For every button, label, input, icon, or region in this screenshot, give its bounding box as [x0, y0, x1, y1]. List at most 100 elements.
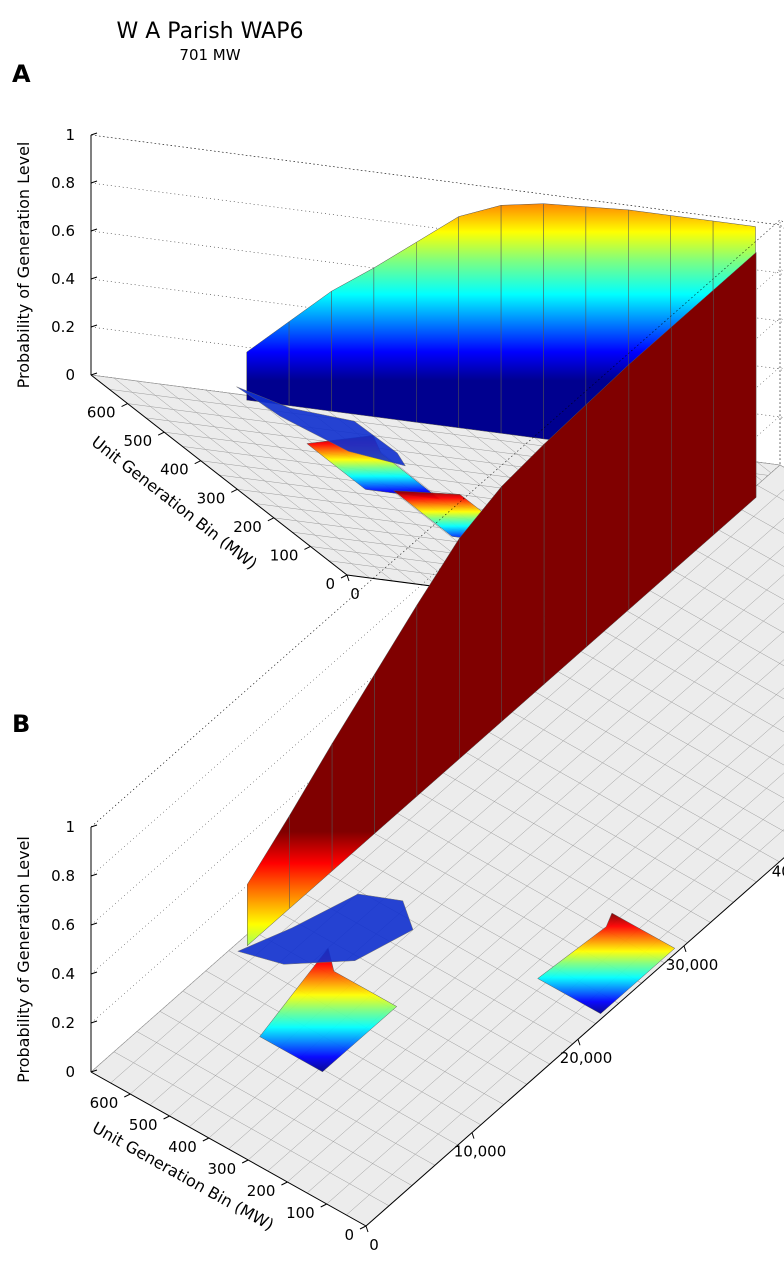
surface-patch — [237, 893, 414, 965]
x-tick-mark — [683, 945, 687, 953]
z-tick-mark — [90, 922, 98, 926]
ridge-segment-3 — [373, 241, 417, 423]
x-tick-label: 10,000 — [454, 1143, 507, 1161]
y-tick-label: 400 — [168, 1138, 197, 1156]
surface-texture — [236, 386, 406, 467]
ridge-segment-1 — [288, 290, 332, 412]
z-tick-label: 0.4 — [51, 270, 75, 288]
z-tick-mark — [90, 372, 98, 376]
floor-line-x — [665, 565, 784, 633]
x-tick-label: 0 — [350, 585, 360, 603]
floor-line-y — [149, 546, 784, 1106]
ridge-segment-9 — [628, 326, 672, 611]
axis-lines — [90, 827, 784, 1227]
z-axis-label: Probability of Generation Level — [14, 836, 33, 1083]
ridge-segment-0 — [246, 321, 290, 406]
floor-line-y — [326, 800, 784, 1205]
floor-line-y — [287, 744, 784, 1183]
z-tick-mark — [90, 1069, 98, 1073]
figure-title: W A Parish WAP6 — [117, 19, 304, 44]
z-tick-mark — [90, 824, 98, 828]
y-tick-mark — [320, 1203, 327, 1208]
y-tick-mark — [194, 460, 201, 465]
ridge-segment-4 — [416, 216, 459, 429]
y-tick-mark — [281, 1181, 288, 1186]
z-tick-label: 0.2 — [51, 1014, 75, 1032]
z-tick-label: 0.8 — [51, 867, 75, 885]
generation-peaks — [259, 912, 676, 1073]
floor-line-y — [110, 489, 784, 1084]
y-tick-label: 600 — [87, 404, 116, 422]
floor-line-x — [710, 525, 784, 567]
floor-line-y — [247, 687, 784, 1161]
z-axis-label: Probability of Generation Level — [14, 142, 33, 389]
y-tick-mark — [340, 574, 348, 579]
figure-subtitle: 701 MW — [179, 46, 240, 64]
y-tick-mark — [124, 1093, 131, 1098]
y-tick-mark — [231, 488, 238, 493]
floor-line-y — [346, 829, 784, 1216]
z-tick-label: 0 — [65, 1063, 75, 1081]
z-tick-mark — [90, 276, 98, 280]
panel-letter: A — [12, 60, 31, 88]
y-tick-label: 300 — [197, 489, 226, 507]
x-tick-mark — [471, 1132, 475, 1139]
y-tick-label: 600 — [90, 1094, 119, 1112]
y-tick-label: 0 — [325, 575, 335, 593]
ridge-segment-7 — [543, 403, 587, 685]
y-tick-label: 500 — [124, 432, 153, 450]
z-tick-label: 0.4 — [51, 965, 75, 983]
y-tick-mark — [304, 545, 311, 550]
tick-labels: 0 0.2 0.4 0.6 0.8 1 0 100 200 300 400 500 600 0 10,000… — [51, 818, 784, 1254]
z-tick-mark — [90, 324, 98, 328]
surface-patch — [236, 386, 406, 467]
y-tick-mark — [267, 517, 275, 522]
ridge-segment-7 — [543, 203, 587, 445]
z-tick-label: 1 — [65, 818, 75, 836]
y-tick-mark — [202, 1137, 210, 1142]
z-tick-mark — [90, 873, 98, 877]
y-tick-label: 500 — [129, 1116, 158, 1134]
z-tick-mark — [90, 1020, 98, 1024]
y-tick-mark — [359, 1225, 367, 1230]
y-axis-line — [90, 1071, 367, 1227]
x-tick-mark — [365, 1225, 369, 1233]
panel-letter: B — [12, 710, 30, 738]
z-tick-label: 1 — [65, 126, 75, 144]
ridge-segment-5 — [458, 204, 502, 434]
peak-1 — [537, 912, 676, 1015]
x-tick-mark — [577, 1039, 581, 1046]
z-tick-label: 0.2 — [51, 318, 75, 336]
floor-line-y — [267, 715, 784, 1172]
ridge-surface — [247, 251, 757, 947]
y-tick-mark — [163, 1115, 170, 1120]
x-tick-label: 20,000 — [560, 1049, 613, 1067]
ridge-segment-11 — [713, 251, 757, 536]
z-tick-mark — [90, 132, 98, 136]
ridge-segment-10 — [671, 289, 714, 573]
z-tick-mark — [90, 971, 98, 975]
y-tick-label: 200 — [233, 518, 262, 536]
x-axis-line — [365, 857, 784, 1227]
y-tick-label: 400 — [160, 461, 189, 479]
y-tick-label: 100 — [270, 546, 299, 564]
z-tick-label: 0.8 — [51, 174, 75, 192]
z-tick-mark — [90, 228, 98, 232]
ridge-segment-6 — [501, 443, 545, 723]
ridge-segment-2 — [331, 267, 375, 417]
x-tick-label: 40,000 — [772, 862, 784, 880]
y-tick-label: 300 — [208, 1160, 237, 1178]
ridge-segment-3 — [374, 604, 418, 835]
floor-line-x — [688, 545, 784, 600]
x-tick-mark — [346, 574, 350, 582]
floor-line-y — [306, 772, 784, 1194]
ridge-segment-6 — [500, 203, 544, 440]
panel-b: 0 0.2 0.4 0.6 0.8 1 0 100 200 300 400 500 600 0 10,000… — [12, 219, 784, 1254]
x-tick-label: 30,000 — [666, 956, 719, 974]
floor-line-y — [130, 517, 784, 1095]
z-tick-label: 0 — [65, 366, 75, 384]
y-tick-mark — [241, 1159, 249, 1164]
floor-line-x — [733, 505, 784, 534]
ridge-segment-8 — [586, 363, 630, 648]
